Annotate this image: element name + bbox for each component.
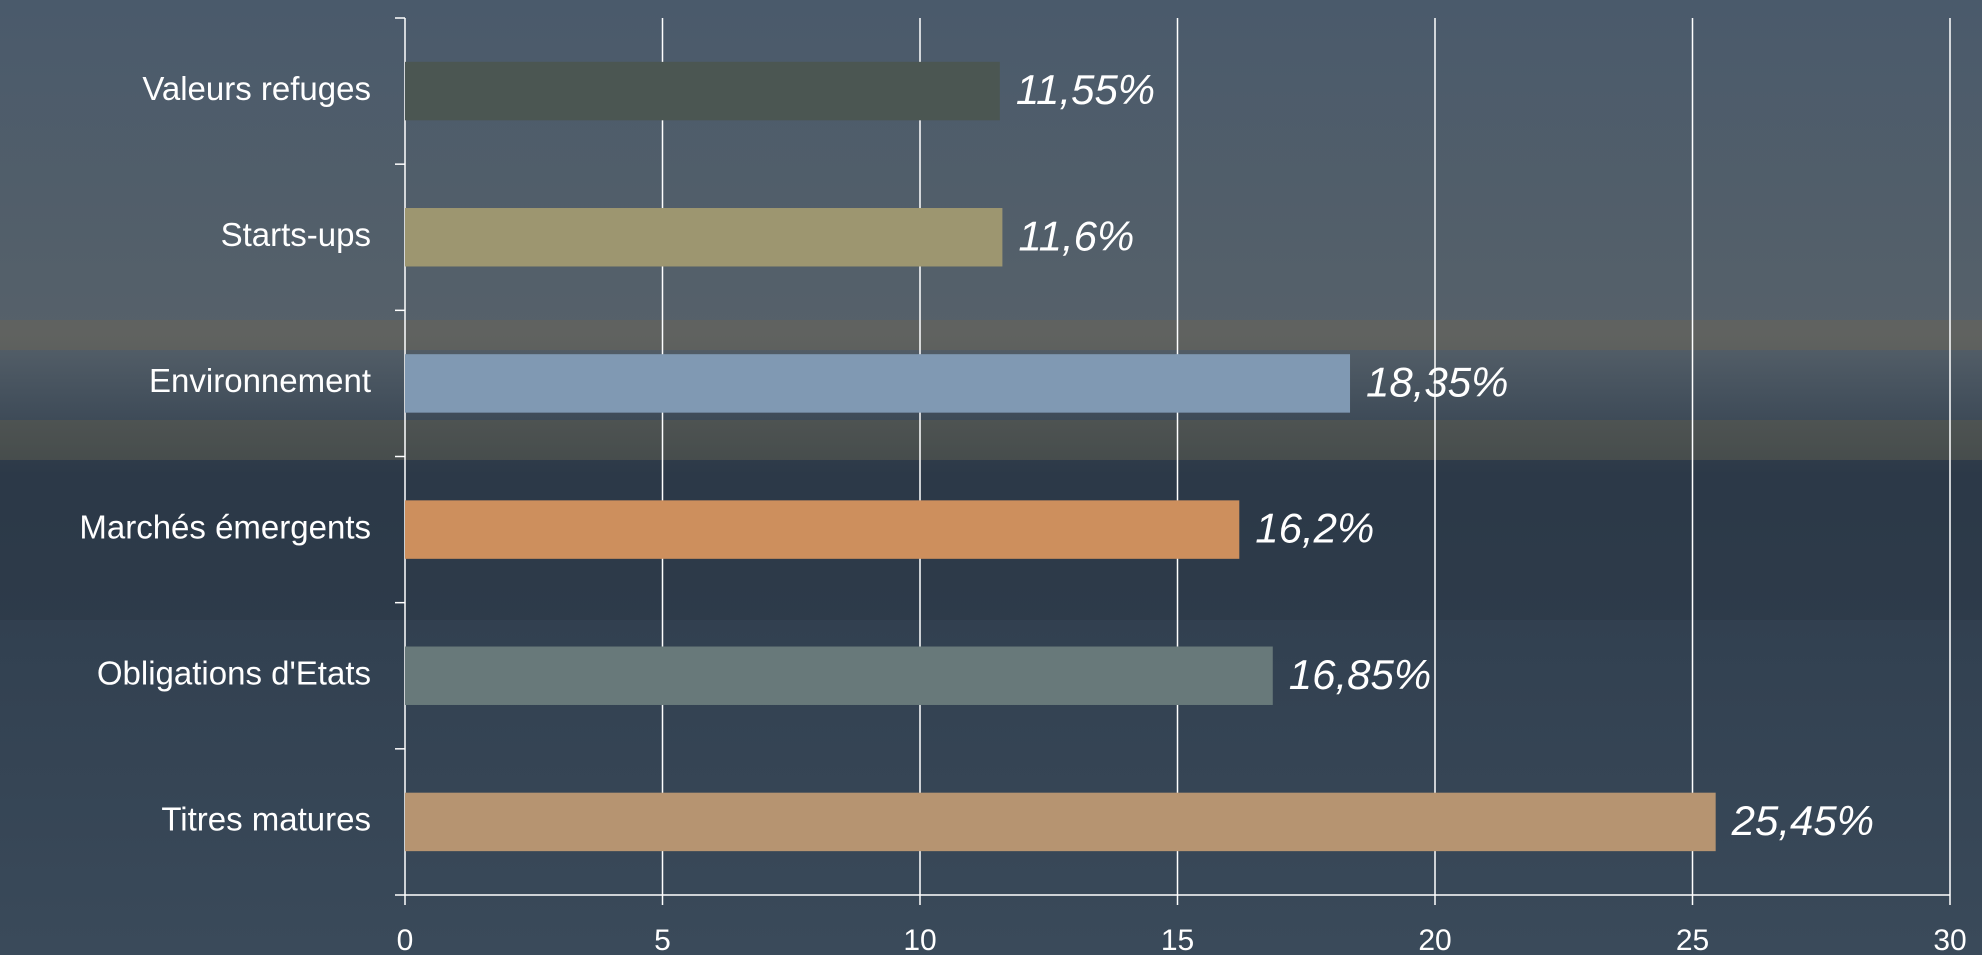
y-tick-label: Marchés émergents — [79, 508, 371, 545]
data-label: 25,45% — [1731, 797, 1874, 844]
bar — [405, 793, 1716, 851]
y-tick-label: Environnement — [149, 362, 371, 399]
x-tick-label: 20 — [1418, 924, 1451, 955]
x-tick-label: 10 — [903, 924, 936, 955]
data-label: 11,55% — [1016, 66, 1155, 113]
y-tick-label: Obligations d'Etats — [97, 654, 371, 691]
bar — [405, 208, 1002, 266]
x-tick-label: 25 — [1676, 924, 1709, 955]
data-label: 18,35% — [1366, 359, 1508, 406]
bar — [405, 647, 1273, 705]
bar — [405, 500, 1239, 558]
page: 0 5 10 15 20 25 30 Valeurs refuges 11,55% Starts-… — [0, 0, 1982, 955]
data-label: 16,2% — [1255, 505, 1374, 552]
y-tick-label: Titres matures — [161, 801, 371, 838]
x-tick-label: 30 — [1933, 924, 1966, 955]
x-tick-label: 0 — [397, 924, 414, 955]
bar — [405, 62, 1000, 120]
bar — [405, 354, 1350, 412]
chart: 0 5 10 15 20 25 30 Valeurs refuges 11,55% Starts-… — [0, 0, 1982, 955]
x-tick-label: 15 — [1161, 924, 1194, 955]
data-label: 11,6% — [1018, 212, 1134, 259]
background-rail — [0, 420, 1982, 460]
x-tick-label: 5 — [654, 924, 671, 955]
y-tick-label: Valeurs refuges — [142, 70, 371, 107]
y-tick-label: Starts-ups — [221, 216, 371, 253]
background-rail — [0, 320, 1982, 350]
data-label: 16,85% — [1289, 651, 1431, 698]
